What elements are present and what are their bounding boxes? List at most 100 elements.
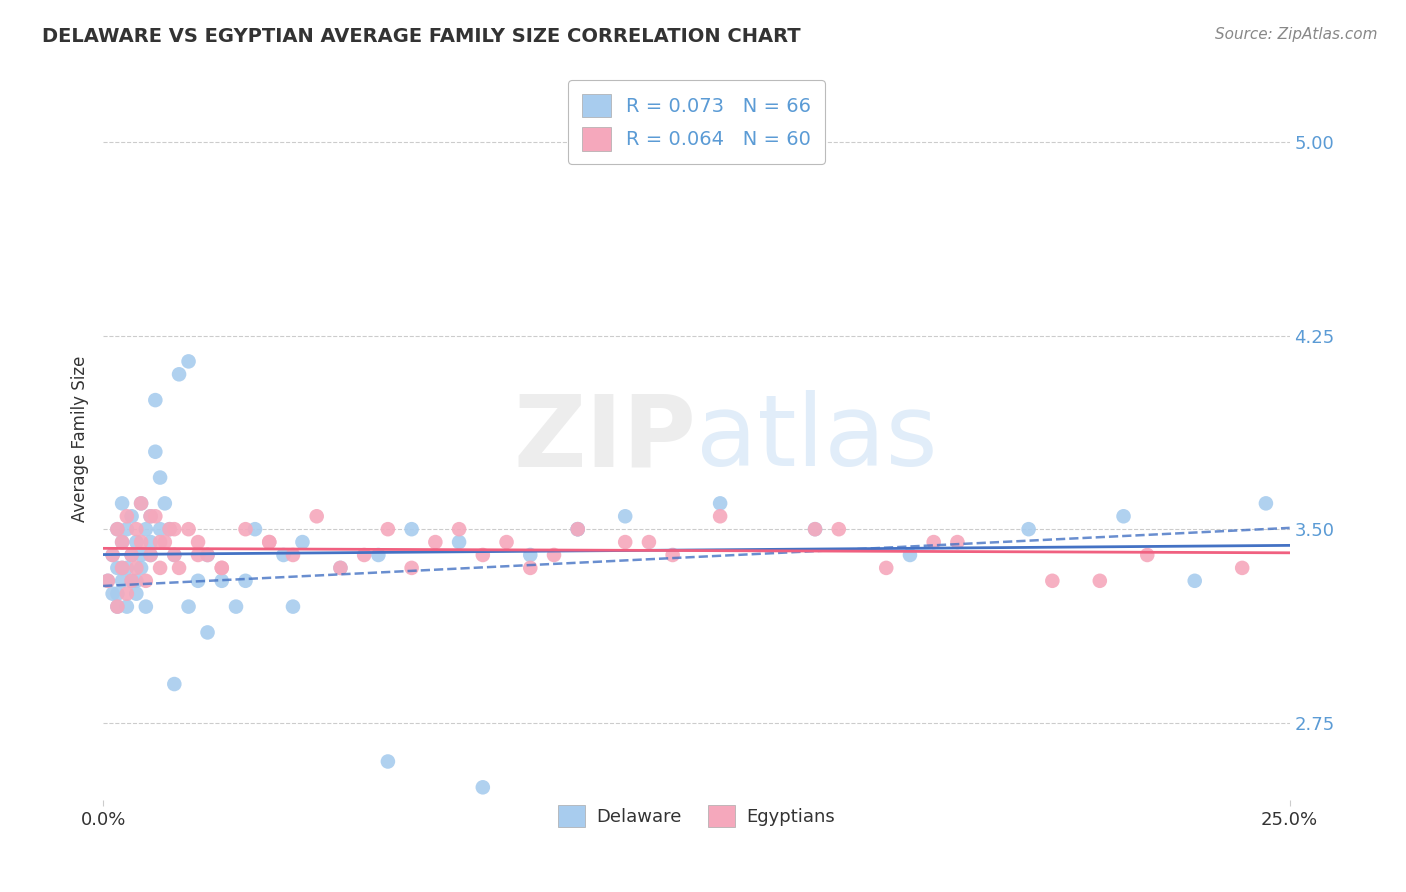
Point: [828, 522, 851, 536]
Point: [177, 599, 200, 614]
Point: [149, 470, 172, 484]
Point: [167, 561, 190, 575]
Point: [129, 496, 152, 510]
Point: [129, 548, 152, 562]
Point: [401, 522, 423, 536]
Point: [211, 561, 233, 575]
Point: [139, 535, 162, 549]
Point: [111, 574, 134, 588]
Point: [614, 509, 637, 524]
Point: [243, 522, 266, 536]
Point: [153, 535, 176, 549]
Point: [305, 509, 328, 524]
Point: [1254, 496, 1277, 510]
Point: [567, 522, 589, 536]
Point: [135, 599, 157, 614]
Point: [139, 509, 162, 524]
Point: [149, 522, 172, 536]
Point: [197, 548, 219, 562]
Point: [804, 522, 827, 536]
Point: [449, 535, 471, 549]
Point: [115, 599, 138, 614]
Point: [377, 755, 399, 769]
Point: [163, 522, 186, 536]
Point: [177, 522, 200, 536]
Point: [377, 522, 399, 536]
Point: [163, 677, 186, 691]
Point: [187, 535, 209, 549]
Point: [875, 561, 897, 575]
Point: [291, 535, 314, 549]
Point: [471, 780, 494, 795]
Point: [898, 548, 921, 562]
Point: [125, 522, 148, 536]
Point: [125, 561, 148, 575]
Point: [111, 496, 134, 510]
Point: [1184, 574, 1206, 588]
Point: [105, 522, 128, 536]
Point: [139, 548, 162, 562]
Point: [367, 548, 389, 562]
Point: [946, 535, 969, 549]
Point: [211, 574, 233, 588]
Point: [709, 509, 731, 524]
Point: [167, 368, 190, 382]
Text: Source: ZipAtlas.com: Source: ZipAtlas.com: [1215, 27, 1378, 42]
Point: [281, 599, 304, 614]
Point: [353, 548, 375, 562]
Point: [121, 509, 143, 524]
Point: [543, 548, 565, 562]
Point: [125, 535, 148, 549]
Point: [129, 535, 152, 549]
Point: [139, 548, 162, 562]
Point: [273, 548, 295, 562]
Point: [115, 561, 138, 575]
Point: [1112, 509, 1135, 524]
Point: [163, 548, 186, 562]
Point: [661, 548, 683, 562]
Point: [225, 599, 247, 614]
Text: ZIP: ZIP: [513, 391, 696, 487]
Point: [105, 561, 128, 575]
Point: [111, 561, 134, 575]
Point: [1018, 522, 1040, 536]
Point: [121, 548, 143, 562]
Point: [143, 393, 166, 408]
Point: [425, 535, 447, 549]
Point: [197, 625, 219, 640]
Point: [135, 574, 157, 588]
Point: [115, 509, 138, 524]
Point: [519, 548, 541, 562]
Point: [101, 548, 124, 562]
Point: [159, 522, 181, 536]
Point: [159, 522, 181, 536]
Point: [111, 561, 134, 575]
Point: [329, 561, 352, 575]
Point: [495, 535, 517, 549]
Point: [115, 587, 138, 601]
Point: [211, 561, 233, 575]
Point: [115, 522, 138, 536]
Point: [197, 548, 219, 562]
Point: [614, 535, 637, 549]
Point: [111, 535, 134, 549]
Point: [139, 509, 162, 524]
Point: [105, 587, 128, 601]
Point: [638, 535, 661, 549]
Text: DELAWARE VS EGYPTIAN AVERAGE FAMILY SIZE CORRELATION CHART: DELAWARE VS EGYPTIAN AVERAGE FAMILY SIZE…: [42, 27, 801, 45]
Point: [125, 587, 148, 601]
Point: [143, 444, 166, 458]
Point: [163, 548, 186, 562]
Point: [235, 522, 257, 536]
Point: [257, 535, 280, 549]
Point: [235, 574, 257, 588]
Text: atlas: atlas: [696, 391, 938, 487]
Point: [101, 548, 124, 562]
Point: [449, 522, 471, 536]
Point: [121, 548, 143, 562]
Point: [187, 574, 209, 588]
Point: [709, 496, 731, 510]
Point: [187, 548, 209, 562]
Point: [257, 535, 280, 549]
Point: [281, 548, 304, 562]
